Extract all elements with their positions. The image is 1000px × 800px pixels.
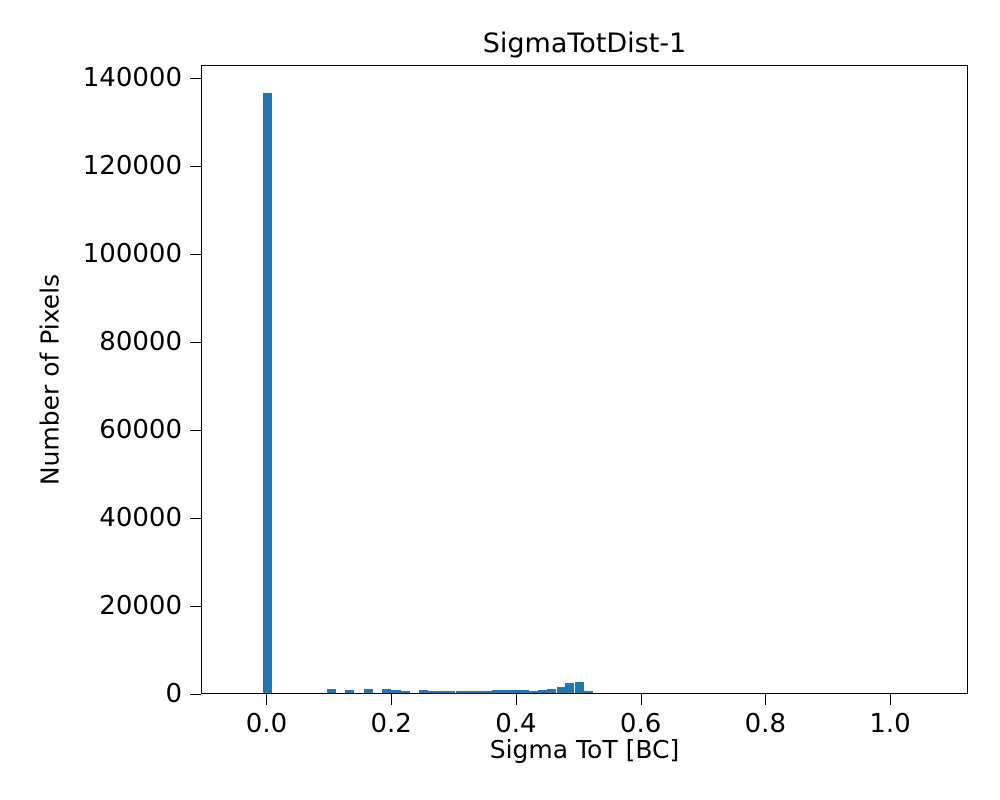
x-axis-tick-label: 0.4 bbox=[495, 709, 537, 739]
y-axis-tick-label: 80000 bbox=[99, 327, 182, 358]
plot-axes-area bbox=[201, 65, 968, 694]
x-axis-tick-mark bbox=[890, 694, 892, 705]
x-axis-label: Sigma ToT [BC] bbox=[489, 735, 680, 764]
histogram-bar bbox=[363, 689, 374, 693]
histogram-bar bbox=[519, 690, 529, 693]
histogram-bar bbox=[574, 682, 584, 693]
x-axis-tick-label: 0.8 bbox=[744, 709, 786, 739]
histogram-bar bbox=[501, 689, 511, 693]
histogram-bar bbox=[556, 686, 566, 693]
histogram-bar bbox=[483, 690, 493, 693]
histogram-bar bbox=[327, 689, 337, 693]
histogram-bar bbox=[528, 690, 538, 693]
x-axis-tick-mark bbox=[266, 694, 268, 705]
histogram-bar bbox=[391, 690, 401, 693]
x-axis-tick-label: 0.2 bbox=[370, 709, 412, 739]
x-axis-tick-label: 0.6 bbox=[619, 709, 662, 739]
histogram-bars bbox=[202, 66, 967, 693]
x-axis-tick-mark bbox=[391, 694, 393, 705]
histogram-bar bbox=[428, 690, 438, 693]
histogram-bar bbox=[510, 689, 520, 693]
y-axis-tick-mark bbox=[190, 518, 201, 520]
histogram-bar bbox=[547, 689, 557, 693]
histogram-bar bbox=[473, 691, 483, 693]
histogram-bar bbox=[455, 691, 465, 693]
histogram-bar bbox=[382, 689, 392, 693]
y-axis-tick-label: 100000 bbox=[82, 239, 182, 270]
x-axis-tick-label: 1.0 bbox=[869, 709, 911, 739]
y-axis-tick-label: 40000 bbox=[99, 503, 182, 534]
y-axis-tick-mark bbox=[190, 166, 201, 168]
histogram-bar bbox=[446, 690, 456, 693]
y-axis-tick-label: 20000 bbox=[99, 591, 182, 622]
histogram-bar bbox=[584, 691, 594, 693]
y-axis-tick-mark bbox=[190, 430, 201, 432]
x-axis-tick-label: 0.0 bbox=[245, 709, 288, 739]
x-axis-tick-mark bbox=[640, 694, 642, 705]
histogram-bar bbox=[345, 689, 355, 693]
y-axis-tick-label: 120000 bbox=[82, 151, 182, 182]
y-axis-tick-mark bbox=[190, 78, 201, 80]
y-axis-tick-label: 60000 bbox=[99, 415, 182, 446]
histogram-bar bbox=[262, 93, 273, 693]
histogram-bar bbox=[400, 691, 410, 693]
histogram-bar bbox=[436, 691, 447, 693]
histogram-bar bbox=[418, 690, 428, 693]
y-axis-tick-mark bbox=[190, 254, 201, 256]
histogram-bar bbox=[464, 691, 475, 693]
x-axis-tick-mark bbox=[765, 694, 767, 705]
histogram-bar bbox=[492, 690, 502, 693]
y-axis-label: Number of Pixels bbox=[35, 273, 65, 486]
y-axis-tick-label: 140000 bbox=[82, 63, 182, 94]
y-axis-tick-label: 0 bbox=[165, 679, 182, 709]
y-axis-tick-mark bbox=[190, 606, 201, 608]
y-axis-tick-mark bbox=[190, 342, 201, 344]
histogram-bar bbox=[565, 682, 575, 693]
chart-title: SigmaTotDist-1 bbox=[482, 28, 687, 59]
histogram-bar bbox=[537, 689, 548, 693]
y-axis-tick-mark bbox=[190, 694, 201, 695]
x-axis-tick-mark bbox=[515, 694, 517, 705]
